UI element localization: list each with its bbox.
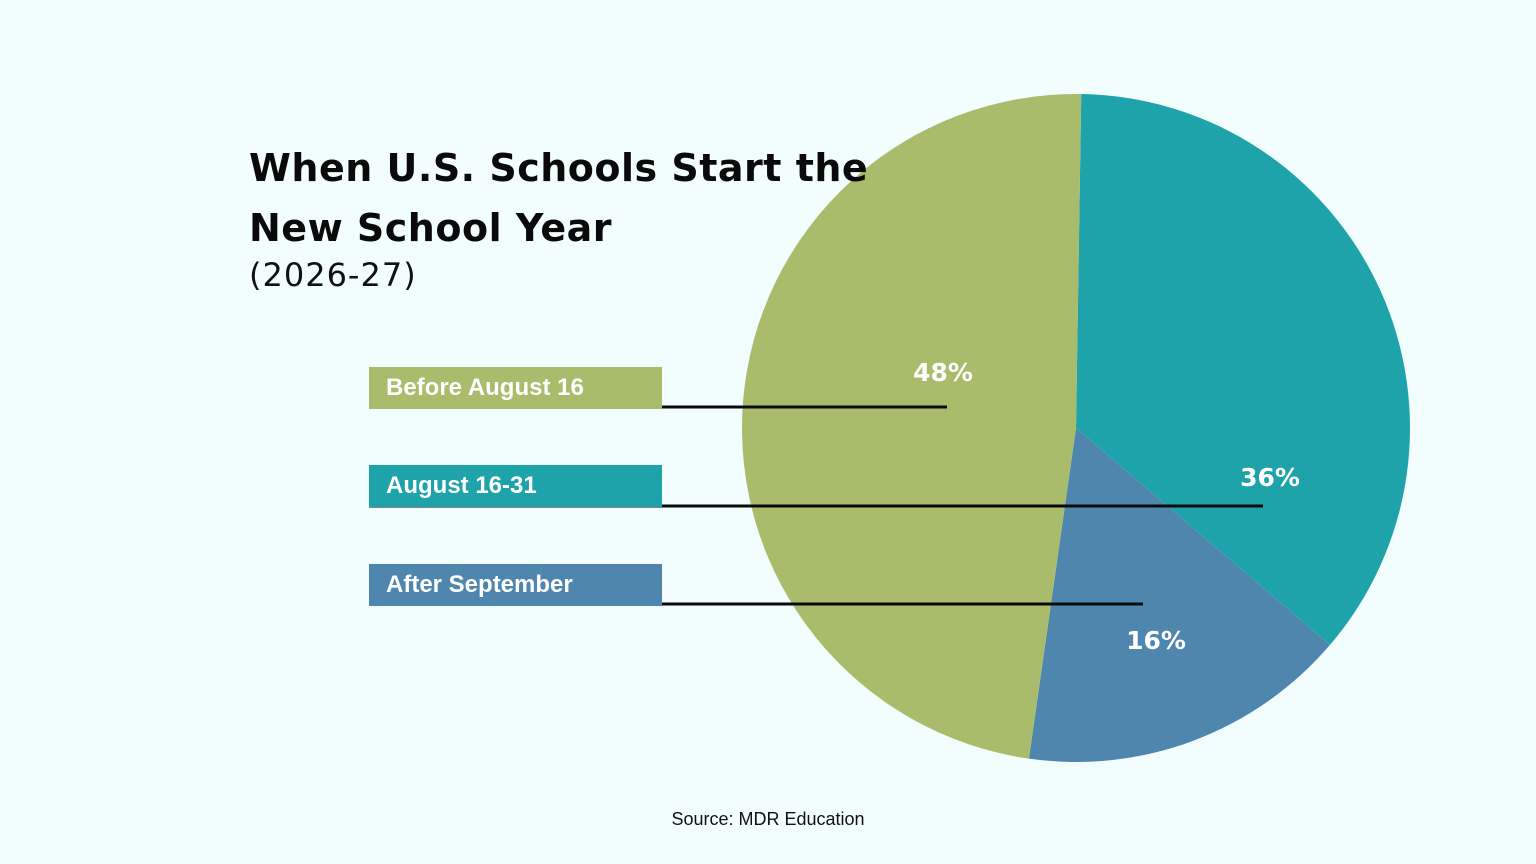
data-label-0: 48%	[913, 358, 973, 387]
data-label-1: 36%	[1240, 463, 1300, 492]
slice-august-16-31	[1076, 94, 1410, 645]
chart-subtitle: (2026-27)	[249, 256, 417, 294]
legend-item-after-september: After September	[369, 564, 662, 606]
chart-title: When U.S. Schools Start the New School Y…	[249, 146, 869, 250]
source-note: Source: MDR Education	[671, 809, 865, 829]
data-label-2: 16%	[1126, 626, 1186, 655]
legend-item-august-16-31: August 16-31	[369, 465, 662, 507]
slice-before-august-16	[742, 93, 1082, 759]
slice-after-september	[1028, 428, 1330, 762]
legend-item-before-august-16: Before August 16	[369, 367, 662, 409]
